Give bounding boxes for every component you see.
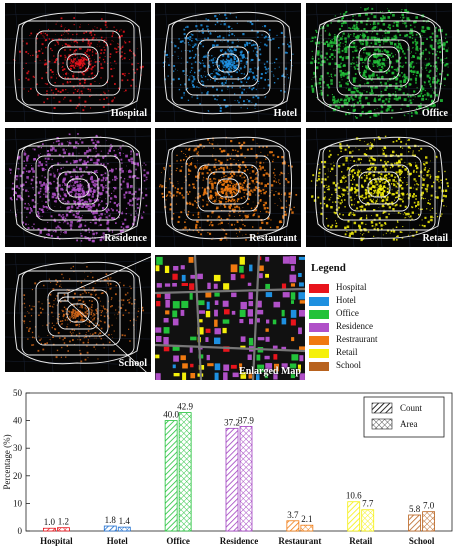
legend: Legend Hospital Hotel Office Residence Restr… [309, 260, 449, 380]
map-label: Retail [422, 233, 448, 244]
bar-hotel-area [117, 526, 131, 532]
legend-label: Hospital [336, 282, 367, 292]
plot-frame [25, 392, 453, 532]
legend-label: Retail [336, 347, 358, 357]
legend-swatch [371, 418, 393, 430]
map-hotel: Hotel [155, 3, 301, 122]
value-label: 40.0 [163, 410, 179, 420]
x-tick-label: Retail [349, 536, 372, 546]
legend-swatch [309, 310, 329, 319]
legend-swatch [309, 323, 329, 332]
legend-label: Hotel [336, 295, 356, 305]
bar-hotel-count [103, 525, 117, 532]
legend-label: School [336, 360, 362, 370]
y-tick-label: 10 [13, 498, 23, 508]
legend-swatch [309, 284, 329, 293]
y-tick-label: 30 [13, 443, 23, 453]
map-hospital: Hospital [5, 3, 151, 122]
legend-label: Count [400, 403, 423, 413]
x-tick-label: Residence [220, 536, 259, 546]
bar-office-area [178, 412, 192, 532]
value-label: 1.2 [58, 517, 69, 527]
map-canvas [155, 3, 301, 122]
y-tick-label: 20 [13, 471, 23, 481]
value-label: 2.1 [301, 514, 312, 524]
value-label: 7.7 [362, 499, 374, 509]
bar-retail-area [361, 509, 375, 532]
map-label: Hotel [273, 108, 297, 119]
map-office: Office [306, 3, 452, 122]
legend-swatch [371, 402, 393, 414]
y-tick-label: 0 [18, 526, 23, 536]
legend-label: Area [400, 419, 418, 429]
bar-restaurant-count [286, 520, 300, 532]
bar-retail-count [347, 501, 361, 532]
x-tick-label: Hospital [40, 536, 73, 546]
value-label: 37.9 [238, 415, 254, 425]
map-canvas [5, 128, 151, 247]
map-label: Restaurant [249, 233, 297, 244]
map-label: Hospital [110, 108, 147, 119]
map-retail: Retail [306, 128, 452, 247]
bar-hospital-count [43, 527, 56, 532]
map-label: School [118, 358, 147, 369]
bar-office-count [164, 420, 178, 532]
y-axis-label: Percentage (%) [2, 434, 12, 489]
bar-school-count [408, 514, 421, 532]
legend-label: Residence [336, 321, 373, 331]
map-canvas [5, 3, 151, 122]
enlarged-map: Enlarged Map [155, 255, 305, 380]
legend-swatch [309, 349, 329, 358]
bar-residence-count [225, 427, 239, 532]
legend-swatch [309, 336, 329, 345]
map-canvas [306, 3, 452, 122]
map-label: Office [421, 108, 448, 119]
y-tick-label: 40 [13, 416, 23, 426]
value-label: 37.2 [224, 417, 240, 427]
bar-residence-area [239, 425, 253, 532]
legend-label: Restraurant [336, 334, 378, 344]
legend-swatch [309, 297, 329, 306]
map-restaurant: Restaurant [155, 128, 301, 247]
map-canvas [5, 253, 151, 372]
value-label: 1.0 [44, 517, 56, 527]
legend-swatch [309, 362, 329, 371]
bar-restaurant-area [300, 524, 314, 532]
chart-legend: Count Area [363, 396, 445, 438]
map-school: School [5, 253, 151, 372]
x-tick-label: School [409, 536, 435, 546]
value-label: 3.7 [287, 510, 299, 520]
legend-title: Legend [311, 262, 346, 274]
legend-label: Office [336, 308, 359, 318]
map-canvas [306, 128, 452, 247]
y-tick-label: 50 [13, 388, 23, 398]
value-label: 7.0 [423, 501, 435, 511]
x-tick-label: Restaurant [278, 536, 321, 546]
enlarged-map-label: Enlarged Map [239, 366, 301, 377]
map-residence: Residence [5, 128, 151, 247]
bar-school-area [422, 511, 435, 532]
map-label: Residence [104, 233, 147, 244]
bar-chart: 0 10 20 30 40 50 Percentage (%) 1.0 1.2 Hospital 1… [2, 388, 453, 546]
x-tick-label: Office [166, 536, 189, 546]
value-label: 1.8 [105, 515, 117, 525]
bar-hospital-area [57, 527, 70, 532]
value-label: 42.9 [177, 402, 193, 412]
value-label: 10.6 [346, 491, 362, 501]
x-tick-label: Hotel [107, 536, 128, 546]
value-label: 5.8 [409, 504, 421, 514]
value-label: 1.4 [119, 516, 131, 526]
map-canvas [155, 128, 301, 247]
